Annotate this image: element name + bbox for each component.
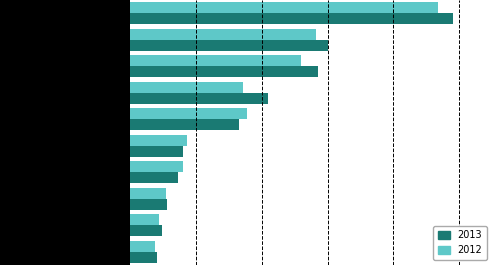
Bar bbox=[130, 29, 316, 40]
Bar bbox=[130, 55, 301, 66]
Bar bbox=[130, 225, 162, 236]
Bar bbox=[130, 66, 318, 77]
Bar bbox=[130, 241, 155, 252]
Bar bbox=[130, 82, 244, 93]
Bar bbox=[130, 252, 156, 263]
Bar bbox=[130, 135, 187, 146]
Bar bbox=[130, 214, 159, 225]
Bar bbox=[130, 40, 328, 51]
Bar bbox=[130, 188, 166, 199]
Bar bbox=[130, 199, 166, 210]
Bar bbox=[130, 13, 453, 24]
Bar bbox=[130, 93, 269, 104]
Bar bbox=[130, 161, 183, 172]
Legend: 2013, 2012: 2013, 2012 bbox=[433, 226, 487, 260]
Bar bbox=[130, 119, 239, 130]
Bar bbox=[130, 146, 183, 157]
Bar bbox=[130, 108, 247, 119]
Bar bbox=[130, 172, 178, 183]
Bar bbox=[130, 2, 438, 13]
